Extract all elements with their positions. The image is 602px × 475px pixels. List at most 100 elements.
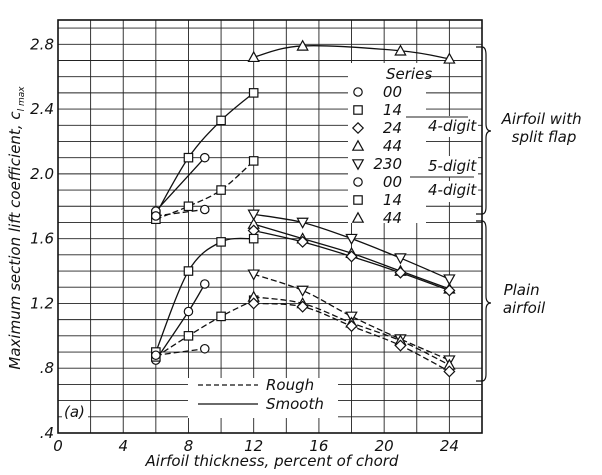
legend-label: 24 [383,119,402,137]
flap-bracket [476,46,492,215]
y-axis-label: Maximum section lift coefficient, cl max [6,86,27,370]
plain-bracket-label: Plain airfoil [503,281,546,317]
legend-label: 230 [373,155,402,173]
series-line [155,237,254,353]
data-point-square [183,266,194,276]
y-tick-label: 1.6 [30,230,54,248]
legend-label: 44 [383,209,402,227]
legend-marker-circle [353,87,363,97]
data-point-diamond [345,320,358,333]
y-axis-label-group: Maximum section lift coefficient, cl max [6,86,27,370]
legend-marker-circle [353,177,363,187]
data-point-triangle-down [345,233,358,246]
series-8 [151,233,259,357]
legend-entry: 44 [351,209,402,227]
legend-marker-square [353,195,363,205]
group-label-4digit-flap: 4-digit [428,117,477,135]
data-point-square [248,156,259,166]
legend-marker-diamond [351,121,365,135]
data-point-triangle-down [296,217,309,229]
series-line [155,157,206,212]
data-point-square [183,331,194,341]
x-tick-label: 12 [244,437,263,455]
group-label-bg-1 [426,116,478,137]
panel-tag: (a) [64,403,85,421]
series-5 [247,209,456,286]
series-layer [151,39,456,378]
x-axis-label: Airfoil thickness, percent of chord [145,452,399,470]
data-point-triangle [247,50,260,63]
series-line [253,45,450,60]
y-axis-label-subscript: l max [17,86,27,112]
group-label-bg-3 [426,181,478,202]
legend-entry: 44 [351,137,402,155]
series-7 [247,224,456,297]
legend-entry: 24 [351,119,402,137]
data-point-circle [151,211,161,221]
legend-entry: 00 [353,83,402,101]
legend-marker-triangle [351,211,365,223]
data-point-triangle [443,52,456,64]
series-line [155,208,205,217]
data-point-square [216,115,226,126]
smooth-legend-label: Smooth [266,395,324,413]
x-tick-label: 24 [440,437,459,455]
data-point-triangle-down [247,269,260,281]
data-point-square [248,233,259,244]
data-point-circle [199,152,210,163]
legend-marker-triangle-down [351,159,365,171]
data-point-square [216,237,226,247]
series-line [155,92,255,215]
legend-label: 44 [383,137,402,155]
legend-marker-square [353,105,363,115]
data-point-square [248,88,259,98]
legend-label: 00 [383,83,402,101]
group-label-bg-2 [426,156,478,177]
data-point-square [183,201,194,212]
legend-label: 14 [383,191,402,209]
y-tick-label: 1.2 [30,294,54,312]
data-point-diamond [296,235,309,248]
data-point-circle [183,306,194,317]
data-point-triangle-down [296,285,309,297]
x-tick-labels: 0 4 8 12 16 20 24 [53,437,459,455]
data-point-circle [199,204,210,215]
series-4 [247,39,456,64]
group-label-4digit-plain: 4-digit [428,181,477,199]
series-3 [151,204,210,221]
data-point-diamond [247,297,260,310]
data-point-triangle-down [247,209,260,221]
series-11 [151,343,210,361]
x-tick-label: 4 [118,437,128,455]
x-tick-label: 8 [184,437,194,455]
series-14 [247,297,456,378]
legend-label: 00 [383,173,402,191]
data-point-triangle-down [443,274,456,286]
data-point-square [183,152,194,163]
x-tick-label: 20 [375,437,394,455]
style-legend-bg [188,378,338,418]
flap-bracket-label: Airfoil with split flap [501,110,587,146]
legend-marker-triangle [351,139,365,151]
data-point-circle [199,279,210,289]
data-point-square [216,185,226,195]
rough-legend-label: Rough [266,376,314,394]
data-point-square [216,311,226,322]
series-line [155,283,206,361]
y-tick-label: .4 [40,424,54,442]
data-point-diamond [394,266,407,279]
series-line [155,299,254,358]
data-point-triangle-down [394,253,407,265]
data-point-diamond [345,250,358,263]
y-tick-label: .8 [40,359,54,377]
legend-entry: 14 [353,101,402,119]
data-point-diamond [443,284,456,297]
x-tick-label: 16 [309,437,328,455]
y-tick-label: 2.0 [30,165,54,183]
x-tick-label: 0 [53,437,63,455]
data-point-circle [151,350,161,361]
data-point-diamond [394,339,407,352]
data-point-diamond [443,365,456,378]
